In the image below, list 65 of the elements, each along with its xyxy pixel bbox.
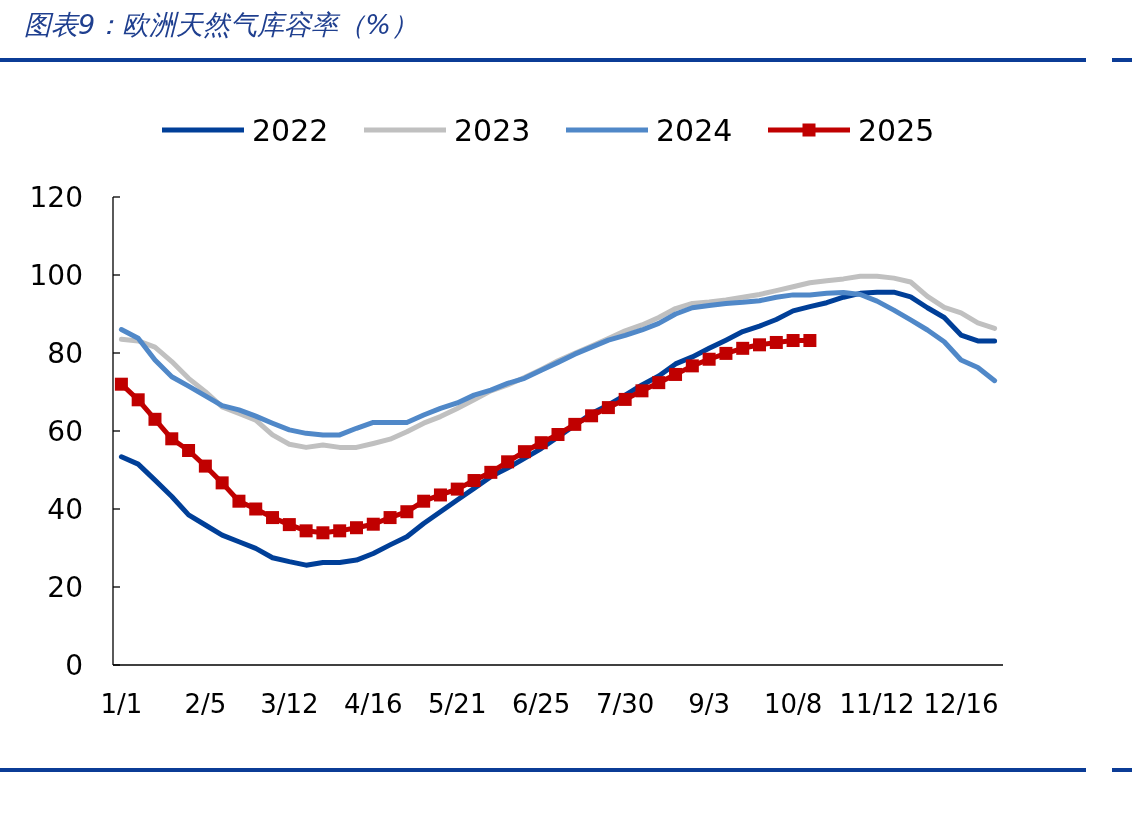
x-tick-label: 4/16	[344, 689, 403, 719]
point	[215, 476, 229, 490]
point	[568, 417, 582, 431]
point	[484, 465, 498, 479]
point	[131, 393, 145, 407]
point	[383, 511, 397, 525]
x-tick-label: 12/16	[923, 689, 999, 719]
point	[685, 359, 699, 373]
point	[719, 346, 733, 360]
point	[585, 409, 599, 423]
point	[786, 334, 800, 348]
y-tick-label: 60	[47, 415, 83, 448]
point	[316, 526, 330, 540]
point	[551, 428, 565, 442]
x-tick-label: 6/25	[512, 689, 571, 719]
point	[333, 524, 347, 538]
point	[669, 367, 683, 381]
point	[534, 436, 548, 450]
y-tick-label: 80	[47, 337, 83, 370]
y-tick-label: 100	[29, 259, 83, 292]
point	[366, 517, 380, 531]
x-tick-label: 1/1	[100, 689, 143, 719]
x-tick-label: 5/21	[428, 689, 487, 719]
legend-label: 2024	[656, 113, 733, 148]
x-tick-label: 3/12	[260, 689, 319, 719]
x-tick-label: 11/12	[839, 689, 915, 719]
point	[467, 474, 481, 488]
point	[114, 377, 128, 391]
point	[635, 384, 649, 398]
y-tick-label: 20	[47, 571, 83, 604]
legend-label: 2023	[454, 113, 531, 148]
point	[753, 338, 767, 352]
point	[232, 494, 246, 508]
point	[736, 341, 750, 355]
point	[769, 335, 783, 349]
point	[400, 505, 414, 519]
point	[198, 459, 212, 473]
point	[803, 334, 817, 348]
point	[702, 352, 716, 366]
point	[433, 488, 447, 502]
point	[249, 502, 263, 516]
point	[266, 511, 280, 525]
point	[417, 494, 431, 508]
point	[165, 432, 179, 446]
point	[282, 518, 296, 532]
y-tick-label: 40	[47, 493, 83, 526]
x-tick-label: 9/3	[688, 689, 731, 719]
point	[601, 401, 615, 415]
point	[182, 444, 196, 457]
point	[349, 521, 363, 535]
x-tick-label: 2/5	[184, 689, 227, 719]
y-tick-label: 0	[65, 649, 83, 682]
chart-title: 图表9：欧洲天然气库容率（%）	[24, 9, 418, 40]
point	[652, 376, 666, 390]
x-tick-label: 10/8	[763, 689, 823, 719]
point	[450, 482, 464, 496]
point	[148, 412, 162, 426]
point	[618, 392, 632, 406]
point	[299, 524, 313, 538]
point	[517, 445, 531, 459]
legend-label: 2022	[252, 113, 329, 148]
y-tick-label: 120	[29, 181, 83, 214]
x-tick-label: 7/30	[595, 689, 655, 719]
legend-label: 2025	[858, 113, 935, 148]
point	[501, 455, 515, 469]
